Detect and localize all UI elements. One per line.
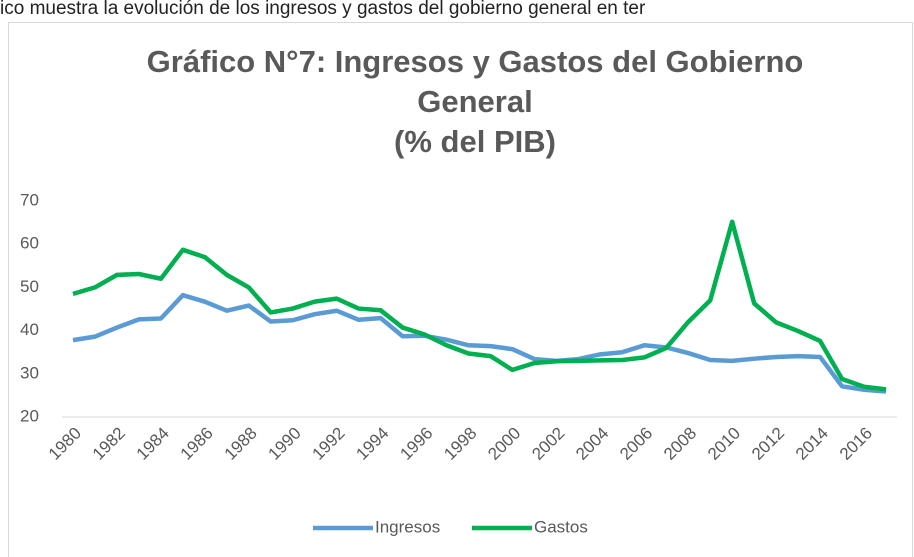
chart-title: General — [417, 84, 532, 119]
series-line — [72, 219, 887, 392]
y-tick-label: 60 — [20, 234, 39, 253]
series-line — [72, 292, 887, 394]
context-text: ico muestra la evolución de los ingresos… — [0, 0, 646, 19]
y-tick-label: 40 — [20, 320, 39, 339]
y-tick-label: 70 — [20, 190, 39, 209]
chart-title: Gráfico N°7: Ingresos y Gastos del Gobie… — [147, 44, 804, 79]
legend-label: Ingresos — [375, 517, 440, 536]
chart-frame — [8, 22, 913, 557]
chart-title: (% del PIB) — [394, 124, 556, 159]
legend-label: Gastos — [534, 517, 588, 536]
y-tick-label: 50 — [20, 277, 39, 296]
y-tick-label: 20 — [20, 406, 39, 425]
y-tick-label: 30 — [20, 363, 39, 382]
